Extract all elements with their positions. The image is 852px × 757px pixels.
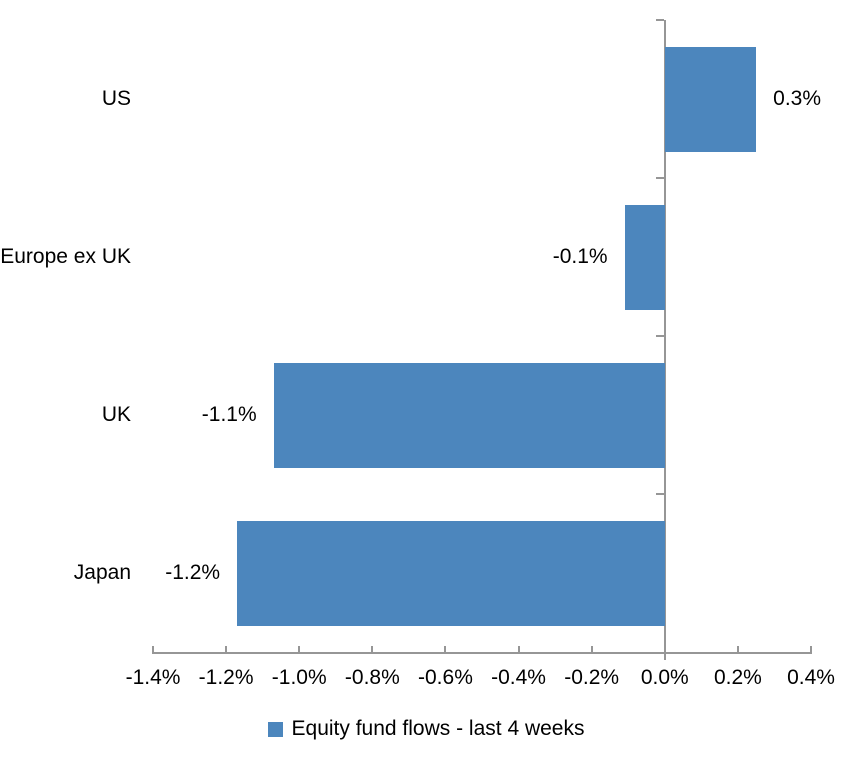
- bar-value-label: -0.1%: [552, 245, 608, 268]
- category-label: Europe ex UK: [0, 245, 131, 268]
- bar-value-label: -1.2%: [165, 561, 221, 584]
- category-label: US: [101, 87, 131, 110]
- bar-value-label: -1.1%: [201, 403, 257, 426]
- y-axis-zero-line: [663, 20, 666, 660]
- x-tick-label: 0.4%: [787, 666, 835, 689]
- x-tick-label: -1.4%: [125, 666, 181, 689]
- x-axis-tick: [663, 646, 666, 652]
- x-axis-tick: [225, 646, 228, 652]
- y-axis-tick: [655, 335, 664, 337]
- x-axis-tick: [444, 646, 447, 652]
- category-label: UK: [101, 403, 131, 426]
- x-axis-tick: [152, 646, 154, 652]
- legend-marker-square: [267, 721, 283, 737]
- bar-europe-ex-uk: [624, 204, 665, 310]
- x-tick-label: 0.2%: [713, 666, 762, 689]
- legend-label: Equity fund flows - last 4 weeks: [291, 717, 585, 740]
- bar-us: [664, 46, 757, 152]
- x-tick-label: -1.0%: [271, 666, 327, 689]
- x-tick-label: 0.0%: [640, 666, 689, 689]
- bar-uk: [273, 362, 665, 468]
- category-label: Japan: [73, 561, 131, 584]
- y-axis-tick: [655, 19, 664, 21]
- x-axis-tick: [810, 646, 812, 652]
- x-tick-label: -0.6%: [418, 666, 473, 689]
- x-axis-line: [152, 652, 812, 654]
- legend: Equity fund flows - last 4 weeks: [0, 716, 852, 742]
- y-axis-tick: [655, 493, 664, 495]
- x-axis-tick: [371, 646, 374, 652]
- x-tick-label: -0.4%: [491, 666, 546, 689]
- bar-japan: [237, 520, 665, 626]
- x-axis-tick: [590, 646, 593, 652]
- x-axis-tick: [736, 646, 739, 652]
- x-axis-tick: [517, 646, 520, 652]
- x-axis-tick: [298, 646, 301, 652]
- y-axis-tick: [655, 177, 664, 179]
- x-tick-label: -0.2%: [564, 666, 620, 689]
- x-tick-label: -1.2%: [198, 666, 254, 689]
- x-tick-label: -0.8%: [344, 666, 400, 689]
- bar-value-label: 0.3%: [773, 87, 822, 110]
